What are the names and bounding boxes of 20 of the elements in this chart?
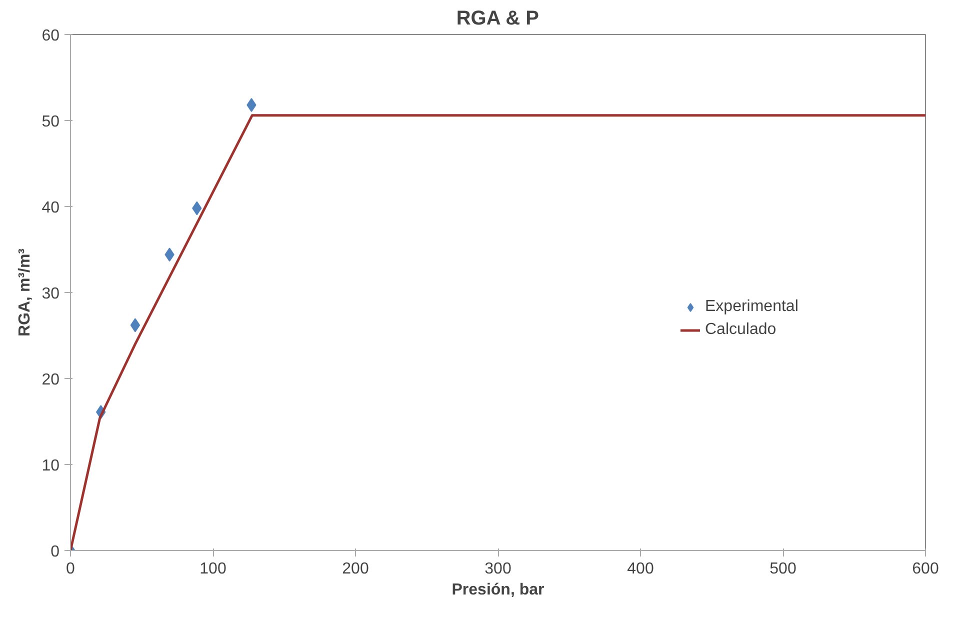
chart-title: RGA & P — [456, 8, 539, 30]
point — [130, 318, 140, 332]
y-tick-label: 60 — [42, 28, 60, 44]
y-tick-label: 10 — [42, 458, 60, 474]
y-tick-label: 0 — [50, 544, 60, 560]
y-tick-label: 40 — [42, 200, 60, 216]
x-tick-label: 300 — [484, 560, 512, 578]
x-tick-label: 200 — [342, 560, 369, 578]
y-axis-title: RGA, m³/m³ — [16, 248, 34, 336]
legend-label: Calculado — [705, 321, 776, 339]
y-tick-label: 50 — [42, 114, 60, 130]
x-tick-label: 600 — [912, 560, 939, 578]
x-axis-title: Presión, bar — [452, 582, 544, 598]
legend-label: Experimental — [705, 298, 798, 316]
x-tick-label: 500 — [770, 560, 796, 578]
x-tick-label: 100 — [200, 560, 226, 578]
x-tick-label: 0 — [66, 560, 76, 578]
y-tick-label: 30 — [42, 286, 60, 302]
x-tick-label: 400 — [627, 560, 654, 578]
y-tick-label: 20 — [42, 372, 60, 388]
